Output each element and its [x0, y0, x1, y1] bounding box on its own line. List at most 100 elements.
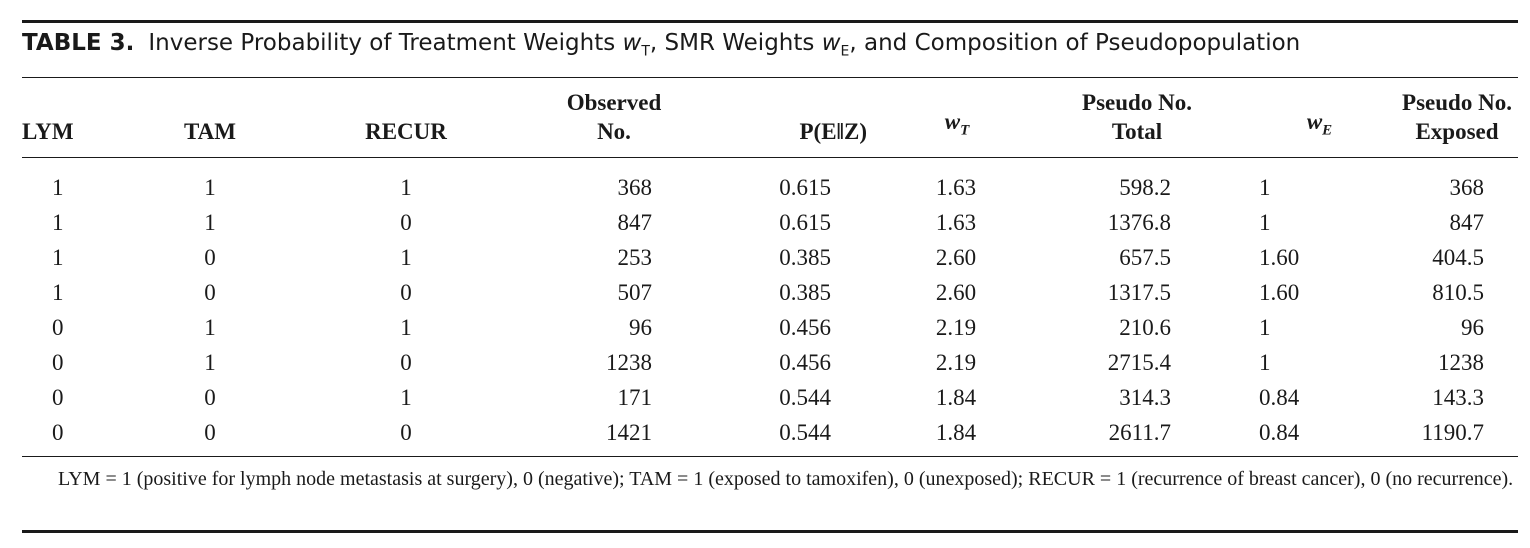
header-bottom-rule	[22, 157, 1518, 158]
cell-pseudo-total: 598.2	[1119, 175, 1171, 200]
header-wt: wT	[944, 109, 970, 139]
table-row: 1 0 0 507 0.385 2.60 1317.5 1.60 810.5	[22, 275, 1518, 310]
cell-tam: 0	[204, 420, 216, 445]
cell-observed: 847	[617, 210, 653, 235]
cell-pseudo-exposed: 1238	[1438, 350, 1484, 375]
cell-tam: 1	[204, 350, 216, 375]
cell-observed: 507	[617, 280, 653, 305]
header-recur: RECUR	[365, 119, 447, 144]
cell-pez: 0.456	[779, 315, 831, 340]
cell-wt: 2.19	[935, 315, 977, 340]
header-pseudo-exposed: Pseudo No. Exposed	[1402, 90, 1512, 144]
cell-pseudo-total: 1317.5	[1107, 280, 1171, 305]
bottom-rule	[22, 530, 1518, 533]
table-label: TABLE 3.	[22, 30, 135, 56]
cell-observed: 1421	[606, 420, 652, 445]
cell-pez: 0.615	[779, 175, 831, 200]
cell-lym: 0	[52, 350, 64, 375]
cell-pseudo-exposed: 368	[1449, 175, 1485, 200]
cell-lym: 1	[52, 245, 64, 270]
table-row: 0 1 1 96 0.456 2.19 210.6 1 96	[22, 310, 1518, 345]
cell-pez: 0.544	[779, 420, 831, 445]
caption-wt: wT	[622, 30, 650, 60]
cell-observed: 96	[629, 315, 652, 340]
cell-pez: 0.385	[779, 280, 831, 305]
cell-lym: 1	[52, 210, 64, 235]
cell-pseudo-exposed: 847	[1449, 210, 1485, 235]
cell-recur: 0	[400, 280, 412, 305]
cell-we: 1	[1259, 210, 1271, 235]
cell-wt: 2.19	[935, 350, 977, 375]
cell-observed: 171	[617, 385, 653, 410]
cell-pez: 0.456	[779, 350, 831, 375]
cell-tam: 0	[204, 245, 216, 270]
cell-pseudo-total: 210.6	[1119, 315, 1171, 340]
cell-lym: 0	[52, 420, 64, 445]
table-row: 0 0 1 171 0.544 1.84 314.3 0.84 143.3	[22, 380, 1518, 415]
header-tam: TAM	[184, 119, 236, 144]
caption-text-c: , and Composition of Pseudopopulation	[849, 30, 1301, 56]
header-we: wE	[1306, 109, 1333, 139]
cell-tam: 0	[204, 280, 216, 305]
header-observed: Observed No.	[566, 90, 662, 144]
cell-we: 1	[1259, 175, 1271, 200]
cell-pseudo-total: 314.3	[1119, 385, 1171, 410]
cell-recur: 0	[400, 210, 412, 235]
cell-pseudo-total: 1376.8	[1107, 210, 1171, 235]
cell-pseudo-total: 2611.7	[1108, 420, 1171, 445]
cell-recur: 0	[400, 350, 412, 375]
cell-pseudo-exposed: 1190.7	[1421, 420, 1484, 445]
cell-tam: 1	[204, 210, 216, 235]
header-top-rule	[22, 77, 1518, 78]
table-row: 0 1 0 1238 0.456 2.19 2715.4 1 1238	[22, 345, 1518, 380]
cell-lym: 0	[52, 385, 64, 410]
header-row: LYM TAM RECUR Observed No. P(E‖Z) wT Pseu…	[22, 82, 1518, 158]
cell-wt: 1.84	[935, 385, 977, 410]
cell-pseudo-exposed: 404.5	[1432, 245, 1484, 270]
caption-we: wE	[821, 30, 850, 60]
body-bottom-rule	[22, 456, 1518, 457]
caption-text-a: Inverse Probability of Treatment Weights	[148, 30, 623, 56]
cell-observed: 253	[617, 245, 653, 270]
cell-pseudo-exposed: 810.5	[1432, 280, 1484, 305]
cell-observed: 1238	[606, 350, 652, 375]
cell-recur: 0	[400, 420, 412, 445]
cell-observed: 368	[617, 175, 653, 200]
cell-pseudo-total: 657.5	[1119, 245, 1171, 270]
cell-recur: 1	[400, 385, 412, 410]
data-table: LYM TAM RECUR Observed No. P(E‖Z) wT Pseu…	[22, 82, 1518, 450]
table-row: 1 1 1 368 0.615 1.63 598.2 1 368	[22, 158, 1518, 205]
cell-tam: 1	[204, 175, 216, 200]
header-pez: P(E‖Z)	[799, 119, 867, 144]
caption-text-b: , SMR Weights	[649, 30, 822, 56]
cell-lym: 1	[52, 280, 64, 305]
table-row: 1 1 0 847 0.615 1.63 1376.8 1 847	[22, 205, 1518, 240]
header-pseudo-total: Pseudo No. Total	[1082, 90, 1192, 144]
cell-pseudo-exposed: 143.3	[1432, 385, 1484, 410]
cell-wt: 2.60	[935, 245, 977, 270]
cell-we: 0.84	[1259, 420, 1300, 445]
header-lym: LYM	[22, 119, 74, 144]
table-row: 0 0 0 1421 0.544 1.84 2611.7 0.84 1190.7	[22, 415, 1518, 450]
table-row: 1 0 1 253 0.385 2.60 657.5 1.60 404.5	[22, 240, 1518, 275]
cell-pez: 0.544	[779, 385, 831, 410]
cell-tam: 0	[204, 385, 216, 410]
cell-we: 1	[1259, 315, 1271, 340]
cell-wt: 1.63	[935, 210, 977, 235]
cell-pseudo-exposed: 96	[1461, 315, 1484, 340]
cell-recur: 1	[400, 175, 412, 200]
cell-pseudo-total: 2715.4	[1107, 350, 1171, 375]
cell-we: 1.60	[1259, 245, 1300, 270]
table-footnote: LYM = 1 (positive for lymph node metasta…	[58, 468, 1514, 490]
cell-pez: 0.615	[779, 210, 831, 235]
cell-recur: 1	[400, 245, 412, 270]
cell-lym: 1	[52, 175, 64, 200]
cell-we: 0.84	[1259, 385, 1300, 410]
cell-pez: 0.385	[779, 245, 831, 270]
top-rule	[22, 20, 1518, 23]
table-caption: TABLE 3. Inverse Probability of Treatment…	[22, 30, 1300, 60]
cell-we: 1	[1259, 350, 1271, 375]
cell-wt: 2.60	[935, 280, 977, 305]
cell-wt: 1.84	[935, 420, 977, 445]
cell-tam: 1	[204, 315, 216, 340]
